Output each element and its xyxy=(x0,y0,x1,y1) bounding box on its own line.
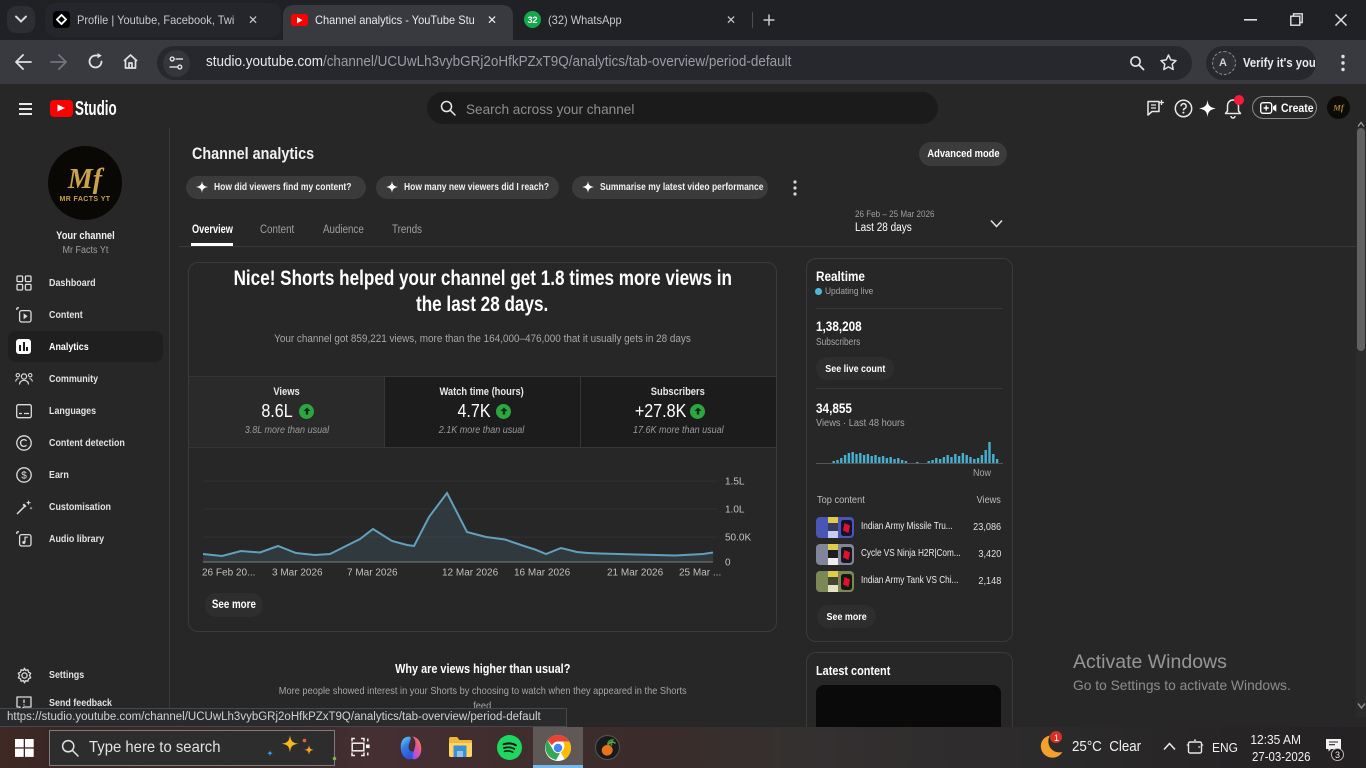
svg-text:26 Feb 20...: 26 Feb 20... xyxy=(202,568,255,579)
svg-text:$: $ xyxy=(21,471,27,482)
svg-text:Mf: Mf xyxy=(67,164,105,195)
svg-text:12 Mar 2026: 12 Mar 2026 xyxy=(442,568,499,579)
svg-text:1.5L: 1.5L xyxy=(725,477,745,488)
svg-text:21 Mar 2026: 21 Mar 2026 xyxy=(607,568,664,579)
svg-text:3 Mar 2026: 3 Mar 2026 xyxy=(272,568,323,579)
svg-text:7 Mar 2026: 7 Mar 2026 xyxy=(347,568,398,579)
svg-text:25 Mar ...: 25 Mar ... xyxy=(679,568,721,579)
svg-text:16 Mar 2026: 16 Mar 2026 xyxy=(514,568,571,579)
svg-text:50.0K: 50.0K xyxy=(725,533,751,544)
svg-text:0: 0 xyxy=(725,558,731,569)
svg-text:MR FACTS YT: MR FACTS YT xyxy=(60,196,111,203)
svg-text:Mf: Mf xyxy=(1332,103,1345,113)
svg-text:1.0L: 1.0L xyxy=(725,505,745,516)
